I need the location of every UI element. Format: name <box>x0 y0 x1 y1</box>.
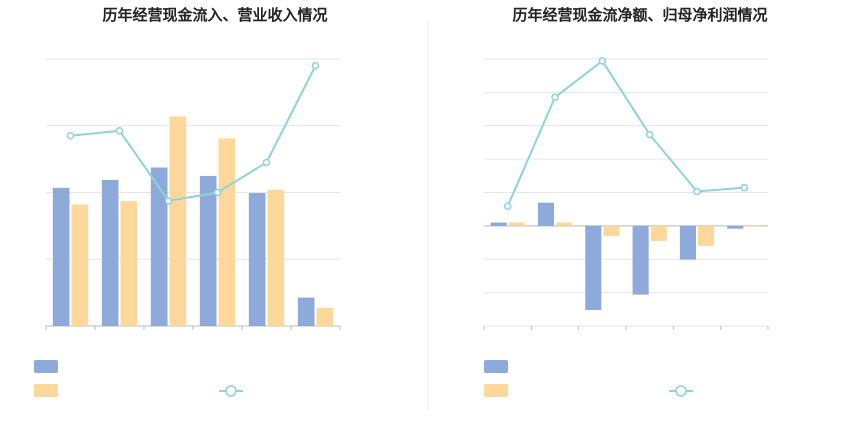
bar-secondary <box>218 138 236 326</box>
bar-secondary <box>745 225 762 227</box>
bar-secondary <box>508 222 525 226</box>
series-point <box>693 187 701 196</box>
series-point <box>645 130 654 139</box>
bar-secondary <box>169 116 187 326</box>
series-point <box>311 61 320 70</box>
bar-primary <box>632 225 649 295</box>
series-point <box>740 183 749 192</box>
bar-secondary <box>71 204 89 326</box>
legend-swatch-marker <box>675 385 687 397</box>
series-point <box>66 132 75 140</box>
bar-primary <box>199 175 217 326</box>
chart-title-right: 历年经营现金流净额、归母净利润情况 <box>512 6 767 24</box>
bar-secondary <box>603 225 620 236</box>
legend-swatch <box>34 384 58 397</box>
bar-primary <box>248 193 266 326</box>
legend-swatch <box>34 360 58 373</box>
bar-secondary <box>120 201 138 326</box>
chart-title-left: 历年经营现金流入、营业收入情况 <box>102 6 327 24</box>
bar-primary <box>150 167 168 326</box>
legend-swatch-marker <box>225 385 237 397</box>
legend-swatch <box>484 360 508 373</box>
bar-secondary <box>650 225 667 241</box>
bar-primary <box>52 187 70 326</box>
bar-secondary <box>698 225 715 246</box>
series-point <box>551 93 559 102</box>
bar-primary <box>585 225 602 310</box>
series-point <box>598 57 607 65</box>
bar-secondary <box>556 222 573 226</box>
series-point <box>262 158 271 167</box>
bar-secondary <box>267 189 285 326</box>
series-point <box>503 202 512 210</box>
series-point <box>213 188 222 197</box>
bar-primary <box>537 202 554 226</box>
bar-primary <box>297 297 315 326</box>
series-point <box>115 127 124 135</box>
bar-primary <box>727 225 744 229</box>
bar-primary <box>679 225 696 260</box>
series-line <box>506 59 745 207</box>
legend-swatch <box>484 384 508 397</box>
series-line <box>70 65 317 202</box>
bar-secondary <box>316 307 334 326</box>
bar-primary <box>490 222 507 226</box>
series-point <box>164 197 173 205</box>
bar-primary <box>101 179 119 326</box>
